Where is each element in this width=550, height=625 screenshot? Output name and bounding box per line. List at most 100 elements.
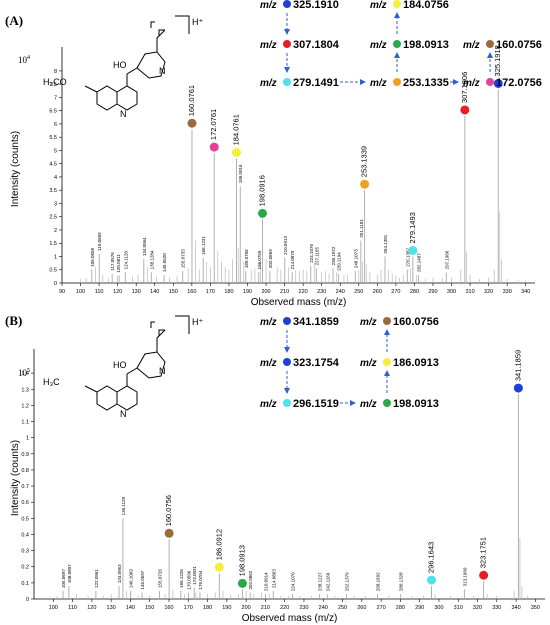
peak-label-b: 186.0912 (214, 529, 223, 560)
scheme-node-marker (283, 0, 291, 8)
quinuclidine-ring (126, 29, 166, 86)
vinyl-group (150, 321, 165, 336)
peak-label-a: 110.0669 (97, 232, 102, 251)
peak-label-b: 198.0913 (237, 545, 246, 576)
peak-marker-b (427, 575, 437, 585)
peak-marker-a (187, 118, 197, 128)
scheme-node-marker (486, 78, 494, 86)
peak-marker-a (360, 179, 370, 189)
x-tick-label-a: 340 (521, 289, 530, 295)
y-tick-label-b: 0.9 (21, 452, 29, 458)
x-tick-label-a: 300 (447, 289, 456, 295)
y-tick-label-a: 1 (54, 254, 57, 260)
scheme-mz-prefix: m/z (260, 358, 277, 369)
x-tick-label-b: 210 (261, 605, 270, 611)
quinoline-ring-right (116, 85, 138, 111)
y-tick-label-b: 1.4 (21, 371, 29, 377)
panel-b: (B) 105 0 0.1 0.2 0.3 0.4 0.5 0.6 0.7 0.8 0.9 1 1.1 1.… (5, 313, 545, 624)
scheme-node-value: 307.1804 (293, 39, 340, 51)
y-tick-label-b: 0.1 (21, 581, 29, 587)
peak-label-b: 176.0704 (198, 570, 203, 589)
peak-label-a: 124.1120 (123, 250, 128, 269)
peak-marker-a (408, 245, 418, 255)
y-tick-label-a: 2 (54, 228, 57, 234)
scheme-node-b: m/z 296.1519 (260, 398, 339, 410)
scheme-node-b: m/z 160.0756 (360, 316, 439, 328)
peak-label-a: 224.1076 (309, 244, 314, 263)
scheme-node-value: 296.1519 (293, 398, 339, 410)
scheme-node-value: 253.1335 (403, 77, 449, 89)
scheme-mz-prefix: m/z (370, 0, 387, 11)
y-axis-title-b: Intensity (counts) (10, 440, 21, 516)
x-tick-label-a: 180 (224, 289, 233, 295)
x-tick-label-b: 340 (511, 605, 520, 611)
scheme-node-marker (383, 358, 391, 366)
peak-label-a: 279.1493 (408, 212, 417, 243)
x-tick-label-b: 100 (49, 605, 58, 611)
peak-label-a: 248.1073 (353, 249, 358, 268)
peak-marker-a (257, 208, 267, 218)
peak-label-b: 134.0963 (117, 564, 122, 583)
peak-label-b: 341.1859 (513, 350, 522, 381)
x-tick-label-b: 330 (492, 605, 501, 611)
scheme-mz-prefix: m/z (370, 78, 387, 89)
peak-label-a: 307.1806 (460, 72, 469, 103)
scheme-mz-prefix: m/z (463, 78, 480, 89)
precursor-ion-b: H⁺ (192, 317, 203, 327)
peak-label-a: 210.0913 (283, 236, 288, 255)
y-tick-label-b: 0 (26, 597, 29, 603)
peak-label-b: 242.1169 (325, 572, 330, 591)
substituent-label: H₃CO (43, 77, 67, 87)
scheme-node-value: 198.0913 (393, 398, 439, 410)
scheme-node-value: 325.1910 (293, 0, 339, 11)
x-tick-label-a: 260 (373, 289, 382, 295)
scheme-node-value: 198.0913 (403, 39, 449, 51)
methoxy-bond (84, 385, 98, 393)
peak-label-a: 166.1231 (201, 236, 206, 255)
x-tick-label-a: 120 (113, 289, 122, 295)
y-tick-label-a: 6 (54, 122, 57, 128)
y-exponent-b: 105 (18, 368, 30, 378)
peak-label-b: 202.0862 (248, 570, 253, 589)
scheme-node-marker (283, 78, 291, 86)
scheme-node-value: 341.1859 (293, 316, 339, 328)
scheme-node-b: m/z 198.0913 (360, 398, 439, 410)
x-tick-label-a: 230 (317, 289, 326, 295)
scheme-node-marker (283, 317, 291, 325)
peak-label-b: 160.0756 (164, 495, 173, 526)
peak-label-b: 108.0807 (67, 564, 72, 583)
x-tick-label-b: 190 (222, 605, 231, 611)
y-tick-label-a: 0 (54, 281, 57, 287)
x-tick-label-b: 150 (145, 605, 154, 611)
scheme-mz-prefix: m/z (260, 0, 277, 11)
x-tick-label-a: 270 (391, 289, 400, 295)
y-tick-label-a: 8 (54, 69, 57, 75)
peak-label-b: 238.1227 (318, 572, 323, 591)
scheme-node-value: 186.0913 (393, 357, 439, 369)
scheme-node-marker (393, 0, 401, 8)
peak-label-b: 136.1120 (121, 496, 126, 515)
x-tick-label-b: 290 (415, 605, 424, 611)
peak-marker-b (214, 562, 224, 572)
scheme-node-a: m/z 325.1910 (260, 0, 339, 11)
peak-label-a: 253.1339 (360, 146, 369, 177)
peak-label-b: 280.1328 (399, 572, 404, 591)
peak-label-a: 227.1165 (314, 246, 319, 265)
scheme-mz-prefix: m/z (260, 78, 277, 89)
peak-label-b: 252.1379 (345, 572, 350, 591)
peak-label-a: 120.0811 (116, 254, 121, 273)
x-tick-label-b: 310 (454, 605, 463, 611)
x-tick-label-b: 350 (531, 605, 540, 611)
y-tick-label-b: 1.3 (21, 387, 29, 393)
y-tick-label-b: 0.4 (21, 532, 29, 538)
peak-label-a: 184.0761 (232, 114, 241, 145)
peak-marker-a (493, 78, 503, 88)
x-tick-label-b: 240 (319, 605, 328, 611)
scheme-node-marker (283, 40, 291, 48)
scheme-node-marker (383, 399, 391, 407)
scheme-mz-prefix: m/z (260, 399, 277, 410)
scheme-mz-prefix: m/z (463, 40, 480, 51)
y-tick-label-b: 1.2 (21, 403, 29, 409)
peak-label-a: 239.1194 (337, 252, 342, 271)
